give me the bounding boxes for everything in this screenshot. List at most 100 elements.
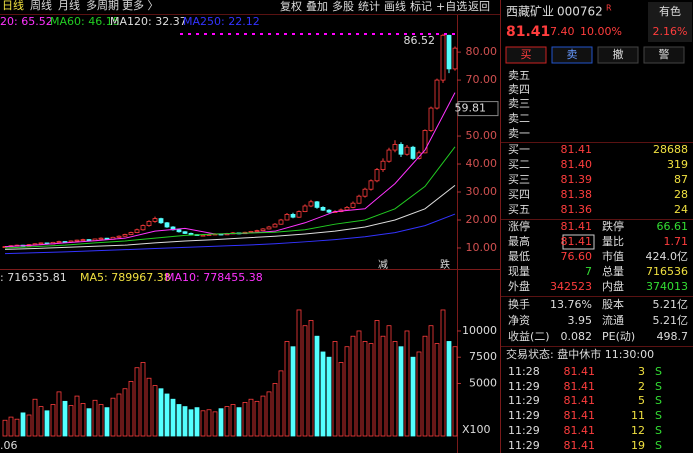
volume-bar [170,398,176,437]
tick-price: 81.41 [564,380,596,393]
candle-body [350,202,356,208]
ma-line [4,146,456,249]
volume-bar [332,341,338,437]
tick-price: 81.41 [564,394,596,407]
volume-bar [266,391,272,437]
tick-time: 11:29 [508,424,540,437]
trade-button[interactable] [551,46,593,64]
stock-name: 西藏矿业 [506,5,554,19]
ask-label: 卖五 [508,69,530,82]
tool-button[interactable]: 叠加 [306,0,328,13]
tick-volume: 5 [638,394,645,407]
period-tab[interactable]: 周线 [30,0,52,12]
stat-value: 76.60 [561,250,593,263]
candle-body [398,144,404,155]
period-tab[interactable]: 月线 [58,0,80,12]
volume-bar [404,330,410,437]
volume-bar [254,400,260,437]
trade-button-label[interactable]: 卖 [567,48,578,61]
candle-body [422,130,428,154]
tick-side: S [655,409,662,422]
volume-bar [2,419,8,437]
volume-bar [248,398,254,437]
candle-body [428,107,434,131]
tool-button[interactable]: 复权 [280,0,302,13]
bid-label: 买二 [508,158,530,171]
stat-label: 流通 [602,313,624,327]
candle-body [200,234,206,237]
tool-button[interactable]: +自选 [436,0,467,13]
change: 7.40 [550,25,575,38]
volume-bar [104,407,110,437]
volume-bar [290,346,296,437]
volume-bar [326,356,332,437]
candle-body [152,218,158,222]
stat-label: PE(动) [602,330,635,343]
tool-button[interactable]: 统计 [358,0,380,13]
period-tab[interactable]: 更多 〉 [122,0,159,12]
stat-label: 换手 [508,297,530,311]
stat-value: 81.41 [561,220,593,233]
candle-body [272,223,278,228]
candle-body [296,211,302,218]
trade-button[interactable] [643,46,685,64]
candle-body [140,225,146,231]
bid-label: 买四 [508,188,530,201]
volume-bar [272,383,278,437]
candle-body [164,222,170,228]
volume-bar [224,406,230,437]
candle-body [308,201,314,207]
candle-body [116,235,122,238]
tick-volume: 19 [631,439,645,452]
ma-legend: MA60: 46.15 [50,15,120,28]
candle-body [326,209,332,213]
candle-body [446,34,452,70]
y-tick-label: 50.00 [466,129,498,142]
candle-body [182,231,188,234]
period-tab[interactable]: 多周期 [86,0,119,12]
volume-bar [8,416,14,437]
volume-bar [122,388,128,437]
bid-volume: 24 [674,203,688,216]
trade-button-label[interactable]: 撤 [613,47,624,61]
trade-status: 交易状态: 盘中休市 11:30:00 [506,347,654,361]
tick-volume: 12 [631,424,645,437]
tool-button[interactable]: 画线 [384,0,406,13]
volume-bar [128,380,134,437]
stat-label: 市值 [602,249,624,263]
trade-button[interactable] [597,46,639,64]
candle-body [176,229,182,233]
trade-button[interactable] [505,46,547,64]
volume-bar [110,397,116,437]
bid-label: 买五 [508,203,530,216]
y-tick-label: 10.00 [466,241,498,254]
candle-body [452,47,458,70]
ask-label: 卖四 [508,83,530,96]
tool-button[interactable]: 标记 [410,0,432,13]
candle-body [320,206,326,211]
event-marker: 跌 [440,258,450,271]
candle-body [86,239,92,242]
ask-label: 卖二 [508,112,530,125]
trade-button-label[interactable]: 警 [659,47,670,61]
trade-button-label[interactable]: 买 [521,48,532,61]
sector-box [648,2,692,42]
volume-bar [218,408,224,437]
volume-bar [278,370,284,437]
volume-legend: MA10: 778455.38 [165,271,263,284]
tool-button[interactable]: 返回 [468,0,490,13]
badge: R [606,4,612,13]
tool-button[interactable]: 多股 [332,0,354,13]
tick-time: 11:29 [508,439,540,452]
volume-bar [368,343,374,437]
tick-side: S [655,365,662,378]
tick-time: 11:29 [508,409,540,422]
bid-volume: 28688 [653,143,688,156]
candle-body [416,152,422,159]
period-tab[interactable]: 日线 [2,0,24,12]
volume-bar [446,341,452,437]
y-tick-label: 5000 [469,376,497,389]
y-tick-label: 10000 [462,324,497,337]
volume-bar [242,401,248,437]
candle-body [344,206,350,211]
